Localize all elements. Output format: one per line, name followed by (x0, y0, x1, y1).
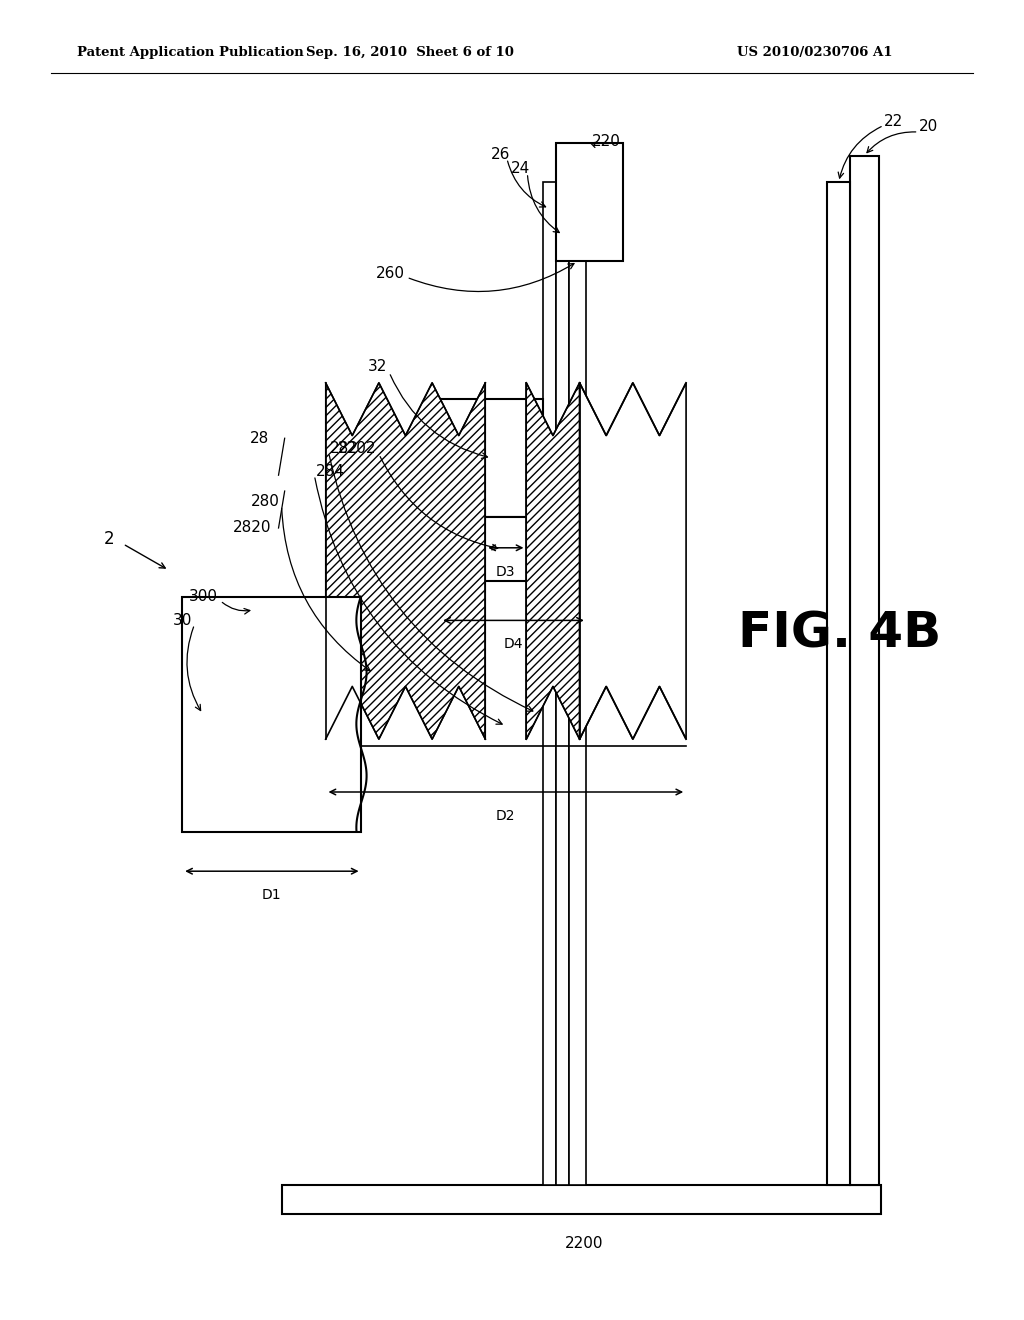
Text: 26: 26 (490, 147, 510, 162)
Text: Patent Application Publication: Patent Application Publication (77, 46, 303, 59)
Text: 220: 220 (592, 133, 621, 149)
Text: 282: 282 (330, 441, 358, 457)
Text: 24: 24 (511, 161, 530, 177)
Bar (440, 399, 543, 517)
Text: 300: 300 (189, 589, 218, 605)
Text: FIG. 4B: FIG. 4B (738, 610, 941, 657)
Bar (850, 156, 879, 1185)
Text: 2: 2 (104, 529, 115, 548)
Text: 284: 284 (315, 463, 344, 479)
Text: US 2010/0230706 A1: US 2010/0230706 A1 (737, 46, 893, 59)
Text: 280: 280 (251, 494, 280, 510)
Text: D3: D3 (496, 565, 516, 578)
Text: 30: 30 (173, 612, 193, 628)
Bar (556, 143, 623, 261)
Bar (440, 517, 587, 581)
Text: 32: 32 (368, 359, 387, 375)
Text: 260: 260 (376, 265, 404, 281)
Text: 22: 22 (884, 114, 903, 129)
Bar (827, 182, 850, 1185)
Bar (182, 597, 361, 832)
Text: 28: 28 (250, 430, 269, 446)
Text: 2202: 2202 (338, 441, 377, 457)
Bar (282, 1185, 881, 1214)
Polygon shape (326, 383, 485, 739)
Text: D1: D1 (262, 888, 282, 902)
Text: 2820: 2820 (232, 520, 271, 536)
Bar (556, 209, 569, 1185)
Text: D4: D4 (504, 638, 523, 651)
Text: D2: D2 (496, 809, 516, 822)
Text: 2200: 2200 (564, 1236, 603, 1251)
Bar (569, 261, 586, 1185)
Polygon shape (580, 383, 686, 739)
Text: Sep. 16, 2010  Sheet 6 of 10: Sep. 16, 2010 Sheet 6 of 10 (305, 46, 514, 59)
Text: 20: 20 (919, 119, 938, 135)
Polygon shape (526, 383, 580, 739)
Bar (543, 182, 556, 1185)
